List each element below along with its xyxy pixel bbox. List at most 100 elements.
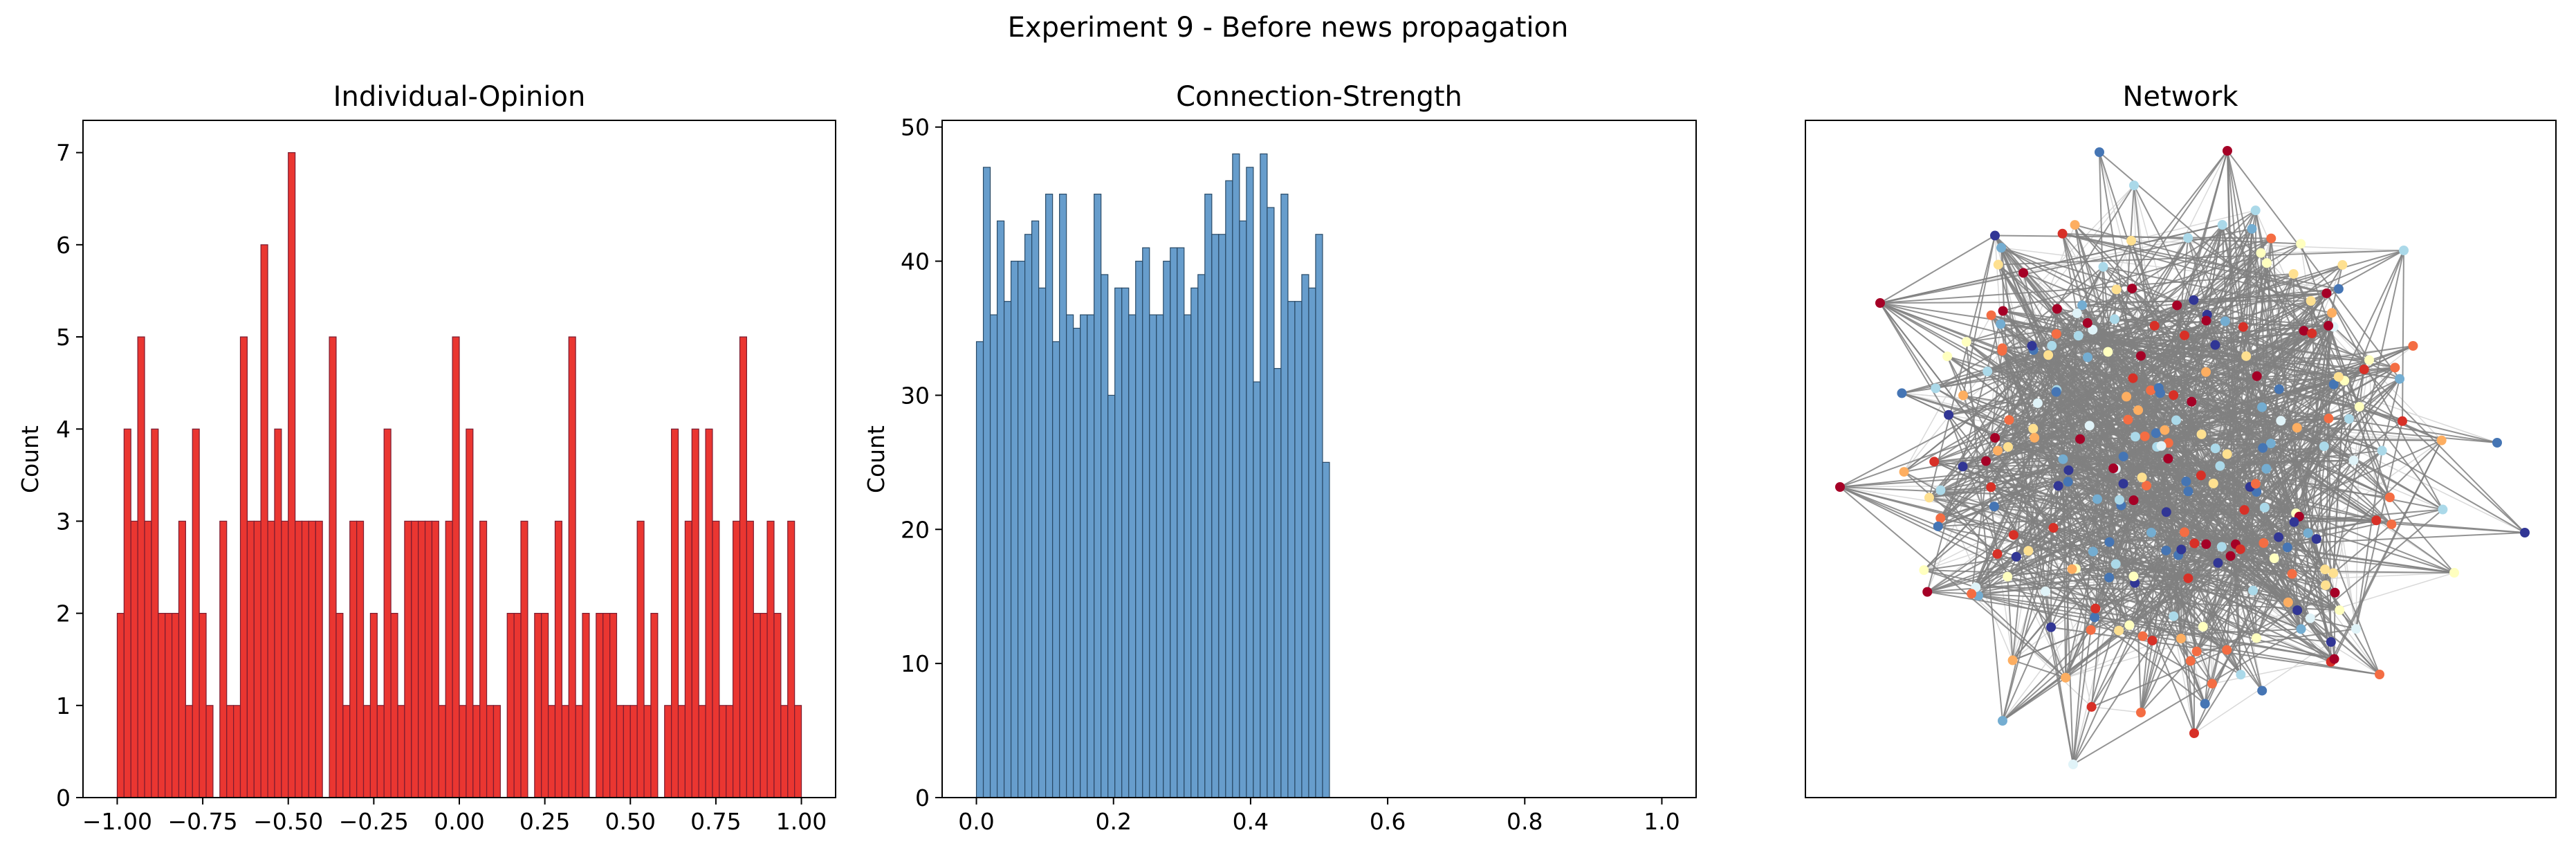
p1-xtick-label: −0.75 bbox=[168, 808, 238, 835]
network-edge bbox=[1903, 471, 1998, 555]
p1-bar bbox=[561, 705, 569, 798]
connection-histogram-yticks: 0 10 20 30 40 50 bbox=[901, 114, 942, 811]
network-node bbox=[2183, 233, 2193, 243]
network-edge bbox=[2062, 232, 2327, 294]
network-edge bbox=[1966, 341, 2127, 398]
network-edge bbox=[2094, 616, 2213, 685]
p1-xtick-label: −0.25 bbox=[339, 808, 409, 835]
network-node bbox=[2354, 401, 2364, 412]
p2-xtick-label: 0.4 bbox=[1233, 808, 1269, 835]
p1-bar bbox=[643, 705, 652, 798]
network-edge bbox=[2245, 273, 2294, 357]
network-edge bbox=[2201, 420, 2281, 435]
network-node bbox=[2082, 352, 2092, 362]
p1-bar bbox=[411, 520, 419, 798]
p1-bar bbox=[253, 520, 261, 798]
p1-bar bbox=[335, 613, 344, 798]
network-edge bbox=[2063, 458, 2250, 488]
network-edge bbox=[2307, 533, 2326, 570]
network-node bbox=[1933, 521, 1943, 531]
network-edge bbox=[2333, 440, 2442, 660]
network-node bbox=[2109, 314, 2119, 324]
network-node bbox=[2344, 414, 2354, 424]
network-node bbox=[2123, 414, 2133, 425]
network-edge bbox=[2256, 380, 2345, 493]
p1-bar bbox=[609, 613, 618, 798]
p1-bar bbox=[739, 336, 748, 798]
network-edge bbox=[2037, 403, 2263, 692]
network-edge bbox=[1924, 569, 2096, 609]
network-edge bbox=[2333, 326, 2370, 361]
p1-bar bbox=[205, 705, 214, 798]
network-node bbox=[2043, 350, 2054, 360]
network-edge bbox=[2205, 544, 2263, 691]
p1-bar bbox=[315, 520, 323, 798]
p1-bar bbox=[424, 520, 433, 798]
p2-xtick-label: 1.0 bbox=[1644, 808, 1680, 835]
p2-bar bbox=[1094, 194, 1102, 798]
network-node bbox=[2181, 477, 2191, 487]
p2-bar bbox=[1066, 314, 1074, 798]
p1-bar bbox=[650, 613, 659, 798]
network-edge bbox=[2012, 293, 2328, 661]
p1-bar bbox=[582, 613, 590, 798]
network-node bbox=[2183, 486, 2193, 497]
opinion-histogram-frame bbox=[82, 120, 836, 798]
network-node bbox=[1986, 482, 1996, 493]
opinion-histogram-bars bbox=[116, 152, 802, 798]
p1-bar bbox=[554, 520, 562, 798]
network-node bbox=[2063, 477, 2073, 487]
network-node bbox=[1990, 230, 2000, 241]
p1-bar bbox=[356, 520, 365, 798]
p1-bar bbox=[493, 705, 501, 798]
network-node bbox=[2258, 537, 2269, 548]
network-node bbox=[2129, 181, 2139, 190]
opinion-histogram-title: Individual-Opinion bbox=[333, 81, 586, 113]
p1-bar bbox=[506, 613, 515, 798]
network-edge bbox=[2381, 378, 2400, 451]
p1-bar bbox=[308, 520, 316, 798]
network-node bbox=[2296, 624, 2306, 634]
network-edge bbox=[1997, 401, 2192, 452]
network-node bbox=[2292, 605, 2303, 616]
p2-bar bbox=[1031, 220, 1040, 798]
network-edge bbox=[1903, 322, 2088, 472]
network-edge bbox=[2278, 300, 2312, 389]
network-node bbox=[2161, 545, 2171, 555]
network-edge bbox=[2091, 649, 2227, 708]
network-edge bbox=[2256, 250, 2404, 638]
network-node bbox=[2276, 416, 2286, 426]
network-graph: Network bbox=[1805, 81, 2557, 798]
p1-bar bbox=[541, 613, 549, 798]
network-node bbox=[2128, 495, 2139, 506]
network-node bbox=[2040, 586, 2050, 596]
network-node bbox=[2176, 634, 2187, 644]
network-node bbox=[1897, 388, 1907, 398]
network-node bbox=[2225, 551, 2236, 561]
p1-bar bbox=[513, 613, 522, 798]
network-node bbox=[1990, 432, 2000, 443]
p1-bar bbox=[342, 705, 351, 798]
network-node bbox=[1997, 346, 2007, 356]
p1-bar bbox=[390, 613, 398, 798]
p1-bar bbox=[192, 428, 200, 798]
p2-bar bbox=[1239, 220, 1247, 798]
network-edge bbox=[1929, 497, 2054, 529]
network-node bbox=[2321, 288, 2332, 298]
p2-bar bbox=[1308, 287, 1316, 798]
network-edge bbox=[2177, 292, 2327, 306]
network-node bbox=[2397, 416, 2407, 426]
network-node bbox=[1996, 319, 2006, 329]
network-edge bbox=[1966, 341, 2219, 564]
network-edge-light bbox=[1971, 593, 2092, 708]
network-edge bbox=[2095, 376, 2339, 609]
p2-bar bbox=[1045, 194, 1054, 798]
network-node bbox=[1944, 410, 1954, 420]
network-node bbox=[2269, 553, 2279, 564]
p1-bar bbox=[151, 428, 159, 798]
network-edge bbox=[2166, 549, 2326, 571]
connection-histogram-title: Connection-Strength bbox=[1176, 81, 1462, 113]
network-edge bbox=[2037, 392, 2161, 404]
p1-bar bbox=[664, 705, 672, 798]
